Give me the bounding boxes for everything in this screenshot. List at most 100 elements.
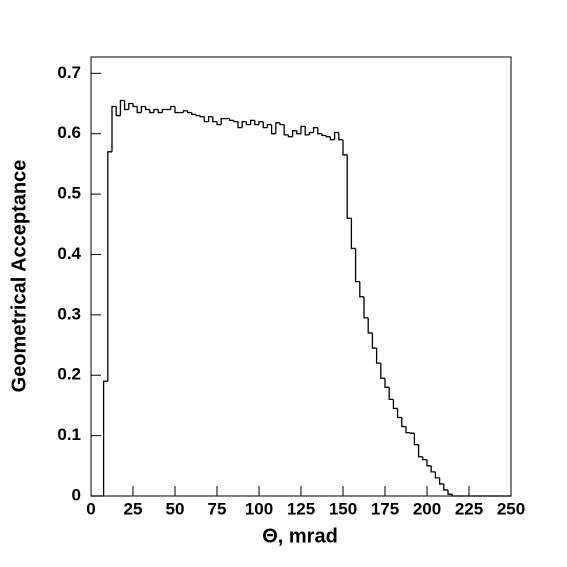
histogram-bin	[371, 332, 377, 349]
x-tick-label: 250	[497, 499, 525, 518]
histogram-bin	[153, 108, 159, 113]
histogram-bin	[102, 380, 108, 496]
x-tick-label: 150	[329, 499, 357, 518]
histogram-bin	[123, 100, 129, 111]
histogram-bin	[405, 426, 411, 434]
histogram-bin	[308, 131, 314, 135]
histogram-bin	[354, 248, 360, 283]
histogram-bin	[212, 116, 217, 123]
histogram-bin	[182, 110, 188, 113]
histogram-bin	[161, 108, 167, 113]
x-tick-label: 25	[124, 499, 143, 518]
plot-frame	[90, 56, 512, 497]
histogram-bin	[207, 116, 213, 122]
histogram-bin	[380, 363, 385, 379]
x-tick-label: 125	[287, 499, 315, 518]
histogram-bin	[333, 131, 339, 140]
y-axis-title: Geometrical Acceptance	[8, 160, 30, 393]
histogram-bin	[228, 118, 234, 122]
histogram-bin	[111, 105, 117, 152]
y-tick-label: 0.1	[57, 425, 81, 444]
histogram-bin	[430, 465, 436, 473]
histogram-bin	[422, 456, 427, 461]
histogram-bin	[157, 109, 163, 114]
histogram-bin	[388, 387, 394, 401]
histogram-bin	[245, 121, 251, 126]
histogram-bin	[132, 103, 138, 108]
histogram-bin	[409, 432, 415, 434]
histogram-bin	[262, 121, 268, 129]
histogram-bin	[321, 133, 327, 137]
histogram-bin	[170, 105, 175, 110]
histogram-bin	[325, 135, 331, 138]
histogram-bin	[417, 444, 423, 458]
x-tick-label: 75	[208, 499, 227, 518]
x-tick-label: 200	[413, 499, 441, 518]
histogram-bin	[392, 399, 398, 410]
histogram-bin	[119, 99, 125, 116]
histogram-bin	[338, 132, 343, 141]
histogram-bin	[396, 408, 402, 419]
histogram-bin	[136, 106, 142, 114]
histogram-bin	[304, 126, 310, 136]
histogram-bin	[233, 120, 238, 123]
histogram-bin	[287, 134, 293, 138]
y-tick-label: 0.6	[57, 123, 81, 142]
histogram-bin	[270, 124, 276, 135]
x-axis-title: Θ, mrad	[262, 525, 338, 547]
histogram-bin	[144, 106, 150, 111]
histogram-bin	[258, 120, 264, 125]
histogram-bin	[384, 378, 390, 388]
histogram-bin	[216, 121, 222, 126]
histogram-bin	[447, 489, 453, 495]
y-tick-label: 0.2	[57, 365, 81, 384]
histogram-bin	[300, 125, 306, 134]
y-tick-label: 0.5	[57, 184, 81, 203]
histogram-bin	[317, 127, 322, 135]
histogram-bin	[413, 433, 419, 446]
histogram-bin	[128, 102, 133, 110]
histogram-bin	[359, 281, 364, 298]
histogram-bin	[195, 114, 201, 117]
y-tick-label: 0.4	[57, 244, 81, 263]
histogram-bin	[283, 124, 289, 136]
histogram-bin	[350, 218, 356, 250]
histogram-bin	[203, 116, 209, 123]
x-tick-label: 225	[455, 499, 483, 518]
histogram-bin	[186, 110, 192, 114]
histogram-bin	[266, 123, 272, 128]
histogram-bin	[434, 471, 440, 479]
histogram-bin	[254, 120, 259, 126]
histogram-bin	[107, 151, 112, 382]
histogram-bin	[191, 112, 196, 116]
histogram-bin	[342, 139, 348, 156]
y-tick-label: 0.7	[57, 63, 81, 82]
histogram-bin	[363, 296, 369, 319]
histogram-bin	[199, 115, 205, 118]
histogram-bin	[329, 136, 335, 141]
histogram-bin	[241, 120, 247, 128]
histogram-bin	[140, 105, 146, 113]
histogram-bin	[346, 154, 352, 219]
y-tick-label: 0.3	[57, 304, 81, 323]
histogram-bin	[443, 483, 448, 491]
histogram-bin	[426, 459, 432, 467]
x-tick-label: 50	[166, 499, 185, 518]
x-tick-label: 100	[245, 499, 273, 518]
histogram-bin	[451, 494, 457, 497]
histogram-bin	[115, 106, 121, 117]
histogram-bin	[237, 121, 243, 129]
histogram-bin	[296, 130, 301, 135]
histogram-bin	[279, 122, 285, 126]
x-tick-label: 175	[371, 499, 399, 518]
y-tick-label: 0	[72, 485, 81, 504]
histogram-bin	[312, 127, 318, 133]
histogram-bin	[275, 122, 280, 134]
histogram-bin	[174, 106, 180, 114]
histogram-bin	[249, 119, 255, 125]
histogram-bin	[401, 417, 406, 428]
x-tick-label: 0	[86, 499, 95, 518]
histogram-bin	[291, 130, 297, 137]
histogram-bin	[375, 348, 381, 364]
